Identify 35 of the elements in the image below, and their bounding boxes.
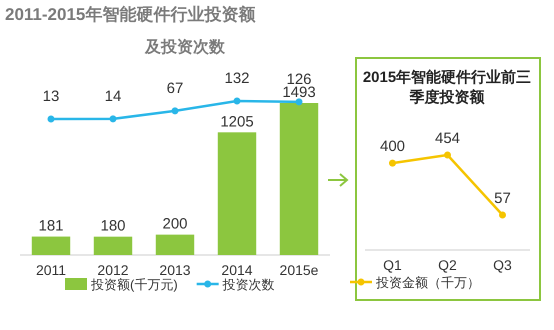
data-label: 1205 <box>220 113 254 130</box>
data-label: 200 <box>162 216 188 233</box>
data-label: 13 <box>42 88 60 106</box>
point <box>172 107 178 114</box>
data-label: 454 <box>434 130 460 147</box>
data-label: 400 <box>380 138 406 156</box>
x-tick-label: 2014 <box>221 262 253 278</box>
x-tick-label: Q1 <box>383 257 402 273</box>
x-tick-label: Q3 <box>493 257 512 273</box>
chart-title: 2015年智能硬件行业前三季度投资额 <box>362 69 532 106</box>
legend-label: 投资次数 <box>222 277 275 292</box>
x-tick-label: 2011 <box>36 262 66 278</box>
data-label: 14 <box>104 88 122 105</box>
bar <box>94 236 132 255</box>
bar <box>218 132 256 255</box>
bar <box>32 236 70 255</box>
point <box>48 116 54 123</box>
x-tick-label: 2013 <box>159 262 191 278</box>
bar <box>156 234 194 255</box>
point <box>234 98 240 104</box>
x-tick-label: Q2 <box>438 257 458 273</box>
chart-title: 2011-2015年智能硬件行业投资额 <box>5 5 256 24</box>
x-tick-label: 2015e <box>280 262 319 278</box>
point <box>110 115 116 122</box>
legend-label: 投资额(千万元) <box>90 277 178 292</box>
data-label: 57 <box>494 190 511 207</box>
x-tick-label: 2012 <box>97 262 129 278</box>
chart-subtitle: 及投资次数 <box>144 38 226 56</box>
point <box>296 98 302 106</box>
data-label: 67 <box>166 80 184 97</box>
legend-label: 投资金额（千万） <box>375 275 480 290</box>
bar <box>280 103 318 255</box>
data-label: 181 <box>38 218 64 235</box>
data-label: 132 <box>224 70 250 87</box>
data-label: 180 <box>100 218 126 235</box>
